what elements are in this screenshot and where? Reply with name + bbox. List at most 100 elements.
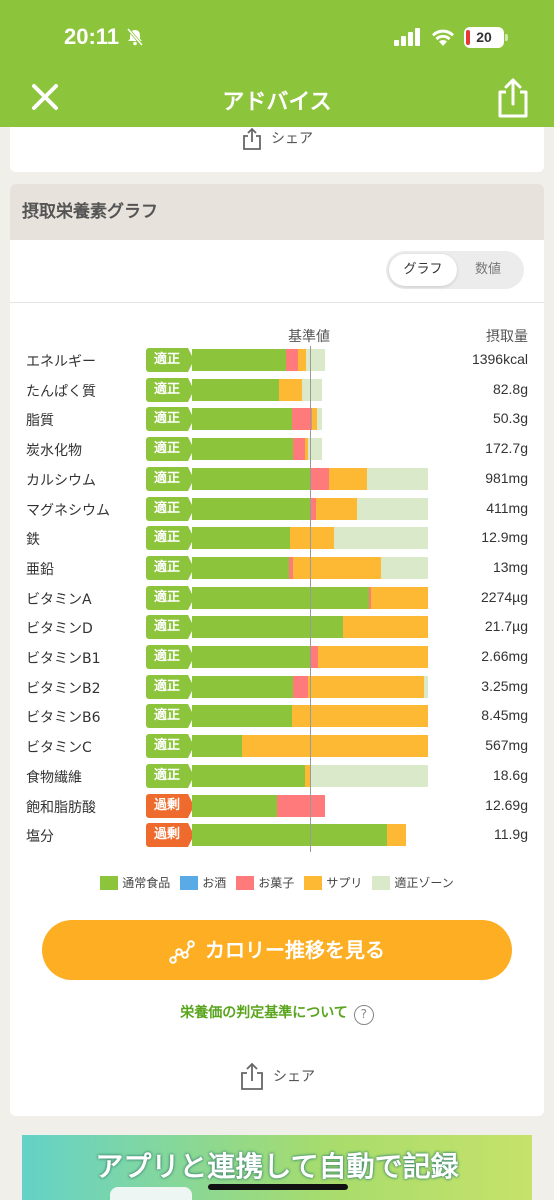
nutrient-name: 鉄	[26, 532, 40, 549]
intake-value: 50.3g	[492, 410, 528, 427]
status-badge: 適正	[146, 348, 194, 372]
reference-line	[310, 346, 311, 852]
bar-segment-normal-food	[192, 794, 277, 817]
status-badge: 適正	[146, 585, 194, 610]
nutrient-name: 塩分	[26, 829, 54, 846]
status-badge: 適正	[146, 763, 194, 788]
intake-value: 2274µg	[481, 588, 528, 605]
bar-segment-snacks	[293, 675, 308, 698]
status-badge: 適正	[146, 704, 194, 729]
bar-area	[192, 349, 428, 371]
intake-value: 13mg	[492, 558, 528, 575]
bar-segment-supplement	[315, 497, 358, 520]
legend-label: 適正ゾーン	[394, 876, 454, 890]
nutrient-row: 炭水化物 適正 172.7g	[10, 437, 544, 462]
nutrient-row: ビタミンA 適正 2274µg	[10, 585, 544, 610]
status-badge: 適正	[146, 437, 194, 462]
status-badge: 適正	[146, 526, 194, 551]
bar-area	[192, 705, 428, 728]
view-toggle[interactable]: グラフ 数値	[386, 251, 524, 289]
share-link-top[interactable]: シェア	[10, 127, 544, 151]
bar-segment-normal-food	[192, 556, 289, 579]
divider	[10, 302, 544, 303]
bar-segment-normal-food	[192, 378, 280, 401]
previous-card: シェア	[10, 127, 544, 172]
intake-value: 411mg	[486, 499, 528, 516]
intake-value: 3.25mg	[481, 677, 528, 694]
nutrient-name: 炭水化物	[26, 443, 82, 460]
status-badge: 適正	[146, 377, 194, 402]
criteria-link[interactable]: 栄養価の判定基準について?	[10, 1002, 544, 1025]
bar-segment-supplement	[371, 586, 428, 609]
bar-segment-snacks	[292, 408, 313, 431]
share-link-bottom[interactable]: シェア	[10, 1062, 544, 1092]
bell-slash-icon	[126, 28, 144, 46]
legend-label: 通常食品	[122, 876, 171, 890]
intake-value: 8.45mg	[481, 707, 528, 724]
intake-value: 18.6g	[492, 766, 528, 783]
bar-segment-supplement	[305, 764, 312, 787]
bar-segment-snacks	[288, 556, 294, 579]
bar-segment-normal-food	[192, 527, 290, 550]
chart-legend: 通常食品 お酒 お菓子 サプリ 適正ゾーン	[10, 874, 544, 894]
bar-segment-normal-food	[192, 497, 310, 520]
status-badge: 適正	[146, 466, 194, 491]
nutrient-name: ビタミンB1	[26, 651, 101, 667]
share-icon	[241, 1062, 263, 1090]
nutrient-name: ビタミンD	[26, 621, 93, 638]
bar-segment-snacks	[310, 467, 329, 490]
status-badge: 適正	[146, 615, 194, 640]
intake-value: 981mg	[485, 469, 528, 486]
bar-segment-supplement	[241, 735, 428, 758]
bar-segment-snacks	[369, 586, 372, 609]
status-badge: 過剰	[146, 793, 194, 818]
nutrient-row: エネルギー 適正 1396kcal	[10, 348, 544, 372]
promo-banner[interactable]: アプリと連携して自動で記録	[22, 1135, 532, 1200]
close-button[interactable]	[28, 80, 62, 114]
intake-value: 12.69g	[485, 796, 528, 813]
bar-segment-normal-food	[192, 764, 306, 787]
status-badge: 適正	[146, 496, 194, 521]
bar-segment-normal-food	[192, 467, 310, 490]
status-badge: 適正	[146, 645, 194, 669]
bar-segment-normal-food	[192, 349, 287, 371]
bar-segment-supplement	[279, 378, 302, 401]
status-badge: 適正	[146, 407, 194, 432]
legend-snacks: お菓子	[236, 874, 294, 891]
bar-segment-snacks	[293, 438, 306, 461]
nutrient-graph-card: 摂取栄養素グラフ グラフ 数値 基準値 摂取量 エネルギー 適正 1396kcal た…	[10, 184, 544, 1116]
bar-segment-snacks	[310, 646, 319, 668]
legend-label: お菓子	[258, 876, 295, 890]
status-badge: 適正	[146, 555, 194, 580]
nutrient-row: 亜鉛 適正 13mg	[10, 555, 544, 580]
help-icon: ?	[353, 1005, 374, 1025]
toggle-values[interactable]: 数値	[474, 262, 501, 277]
toggle-graph[interactable]: グラフ	[389, 254, 457, 286]
close-icon	[32, 84, 58, 110]
bar-segment-supplement	[292, 705, 428, 728]
nutrient-row: カルシウム 適正 981mg	[10, 466, 544, 491]
nutrient-row: ビタミンD 適正 21.7µg	[10, 615, 544, 640]
bar-segment-supplement	[307, 675, 425, 698]
nutrient-row: ビタミンB2 適正 3.25mg	[10, 674, 544, 699]
signal-icon	[394, 28, 420, 46]
nutrient-name: ビタミンC	[26, 740, 92, 757]
app-header: 20:11 20 アドバイス	[0, 0, 554, 127]
legend-label: お酒	[202, 876, 227, 890]
view-calorie-trend-button[interactable]: カロリー推移を見る	[42, 920, 512, 980]
bar-segment-normal-food	[192, 735, 242, 758]
card-title: 摂取栄養素グラフ	[10, 184, 544, 240]
nutrient-name: 食物繊維	[26, 769, 82, 786]
bar-segment-snacks	[310, 497, 316, 520]
bar-segment-normal-food	[192, 824, 387, 847]
bar-segment-normal-food	[192, 705, 293, 728]
wifi-icon	[432, 29, 454, 46]
share-button[interactable]	[494, 76, 532, 120]
nutrient-row: ビタミンB1 適正 2.66mg	[10, 645, 544, 669]
intake-value: 82.8g	[492, 380, 528, 397]
intake-value: 567mg	[485, 737, 528, 754]
cta-label: カロリー推移を見る	[205, 938, 385, 962]
reference-label: 基準値	[288, 329, 330, 345]
bar-segment-normal-food	[192, 675, 294, 698]
trend-chart-icon	[169, 939, 195, 964]
